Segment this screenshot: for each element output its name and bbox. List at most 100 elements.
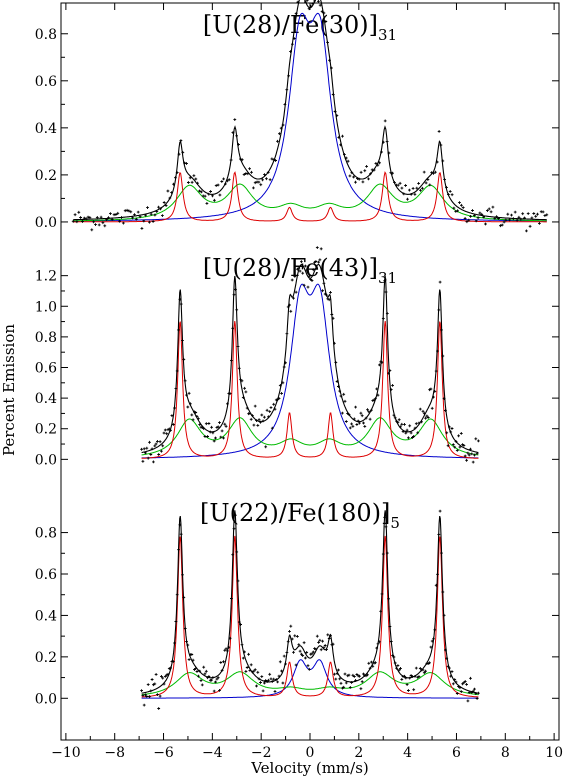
data-point [81,220,84,223]
data-point [157,707,161,710]
data-point [136,210,140,214]
data-point [396,664,400,667]
panel-title: [U(22)/Fe(180)]5 [200,499,400,532]
data-point [391,384,394,387]
data-point [276,139,279,143]
data-point [263,681,266,685]
data-point [97,223,101,227]
x-tick-label: 10 [545,745,563,761]
plot-border [60,2,560,741]
data-point [153,682,157,686]
data-point [165,432,169,436]
data-point [359,411,363,415]
data-point [222,436,225,440]
data-point [216,183,220,187]
data-point [486,209,489,212]
data-point [301,654,305,657]
data-point [319,247,323,251]
data-point [305,0,309,2]
data-point [222,177,225,181]
x-tick-label: −10 [51,745,81,761]
x-tick-label: −8 [104,745,125,761]
data-point [450,193,454,197]
y-tick-label: 0.0 [35,215,57,231]
x-tick-label: 0 [306,745,315,761]
data-point [457,434,460,438]
data-points [140,509,480,710]
data-point [504,218,508,222]
data-point [86,215,90,219]
data-point [188,176,192,180]
data-point [315,246,319,249]
data-point [355,423,359,426]
data-point [156,693,159,696]
data-point [521,212,525,216]
data-point [256,670,260,674]
data-point [508,218,511,222]
data-point [428,661,431,665]
data-point [321,639,324,643]
data-point [475,697,479,700]
data-point [360,680,364,684]
data-point [307,667,311,671]
data-point [273,690,277,693]
data-point [304,264,307,268]
data-point [333,672,336,676]
data-point [296,635,299,638]
data-point [456,209,459,213]
data-point [161,444,165,448]
data-point [459,690,463,693]
data-point [233,118,237,121]
data-point [477,439,480,443]
data-point [536,212,539,216]
data-point [310,652,314,656]
data-point [463,454,467,458]
data-point [403,423,406,426]
data-point [149,453,153,456]
data-point [311,650,315,654]
data-point [473,453,476,457]
data-point [383,119,387,123]
data-point [466,699,470,703]
data-point [421,186,424,190]
data-point [400,678,404,681]
data-point [342,392,346,396]
data-point [154,673,158,676]
data-point [122,221,125,225]
data-point [114,213,118,216]
data-point [94,223,97,226]
data-point [278,660,282,664]
data-point [366,673,369,677]
data-point [259,681,262,684]
data-point [200,190,203,194]
data-point [338,677,342,681]
data-point [241,656,245,660]
data-point [224,647,228,651]
data-point [465,458,468,462]
data-point [541,210,545,214]
data-point [195,670,199,673]
data-point [304,656,307,660]
data-point [538,222,541,225]
data-point [75,220,79,224]
data-point [109,212,112,215]
data-point [469,676,472,680]
data-point [474,219,478,223]
data-point [220,180,224,183]
data-point [250,170,253,174]
y-tick-label: 0.4 [35,121,57,137]
data-point [248,167,251,171]
data-point [77,210,81,214]
data-point [206,435,209,438]
data-point [418,667,422,670]
data-point [197,674,200,678]
y-tick-label: 0.6 [35,567,57,583]
data-point [327,298,331,302]
data-point [135,217,138,221]
data-point [157,453,161,456]
data-point [360,414,364,418]
data-point [282,654,286,658]
data-point [222,660,225,664]
y-tick-label: 0.6 [35,74,57,90]
data-point [445,431,449,435]
